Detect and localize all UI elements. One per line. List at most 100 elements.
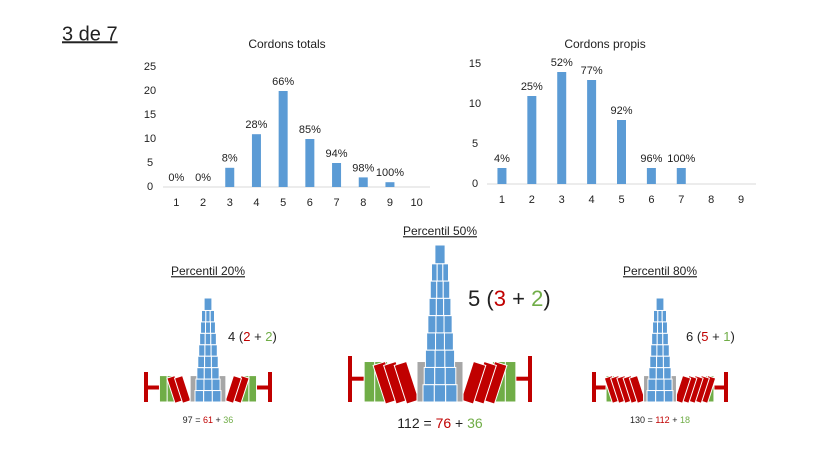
domino	[673, 374, 692, 404]
tower-block	[442, 280, 451, 299]
formula-part: 4	[228, 329, 235, 344]
x-tick-label: 5	[280, 197, 286, 209]
x-tick-label: 1	[499, 194, 505, 206]
y-tick-label: 10	[469, 98, 481, 110]
bar	[557, 72, 567, 184]
bar	[646, 168, 656, 184]
x-tick-label: 10	[411, 197, 423, 209]
bar-annotation: 85%	[299, 124, 321, 136]
formula-part: 6	[686, 329, 693, 344]
tower-block	[203, 390, 213, 403]
tower-block	[646, 390, 657, 403]
bar-annotation: 92%	[610, 105, 632, 117]
tower-block	[445, 384, 458, 403]
tower-block	[201, 309, 207, 323]
panel-title: Percentil 20%	[171, 264, 245, 278]
equation-part: +	[455, 415, 463, 431]
domino	[158, 375, 169, 403]
formula: 4 (2 + 2)	[228, 329, 277, 344]
tower-block	[427, 315, 437, 334]
formula-part: +	[712, 329, 720, 344]
end-bar	[712, 385, 724, 390]
formula-part: )	[543, 286, 550, 311]
panel-title: Percentil 50%	[403, 224, 477, 238]
formula-part: 2	[531, 286, 543, 311]
formula-part: 5	[701, 329, 708, 344]
x-tick-label: 5	[618, 194, 624, 206]
formula-part: 3	[494, 286, 506, 311]
bar-annotation: 8%	[222, 153, 238, 165]
tower	[646, 297, 674, 403]
tower-block	[434, 366, 446, 386]
x-tick-label: 6	[307, 197, 313, 209]
x-tick-label: 4	[589, 194, 595, 206]
tower-block	[194, 390, 205, 403]
end-post	[592, 372, 596, 402]
tower-block	[210, 332, 217, 346]
slide-number: 3 de 7	[62, 23, 118, 45]
equation-part: 61	[203, 415, 213, 425]
bar-annotation: 100%	[667, 153, 695, 165]
bar	[305, 139, 315, 187]
domino	[460, 360, 487, 405]
tower-block	[434, 349, 446, 368]
bar	[225, 167, 235, 187]
x-tick-label: 3	[559, 194, 565, 206]
x-tick-label: 8	[708, 194, 714, 206]
x-tick-label: 3	[227, 197, 233, 209]
tower	[422, 244, 458, 403]
y-tick-label: 15	[469, 58, 481, 70]
tower-block	[650, 344, 658, 357]
x-tick-label: 9	[387, 197, 393, 209]
formula-part: (	[486, 286, 494, 311]
tower-block	[661, 321, 668, 334]
panel-title: Percentil 80%	[623, 264, 697, 278]
y-tick-label: 5	[147, 157, 153, 169]
formula-part: )	[731, 329, 735, 344]
x-tick-label: 8	[360, 197, 366, 209]
y-tick-label: 5	[472, 138, 478, 150]
bar-annotation: 98%	[352, 162, 374, 174]
tower-block	[211, 390, 222, 403]
equation-part: =	[195, 415, 200, 425]
bar-annotation: 0%	[195, 172, 211, 184]
formula-part: +	[254, 329, 262, 344]
tower-block	[210, 355, 219, 369]
formula-part: +	[512, 286, 525, 311]
tower-block	[428, 297, 437, 317]
x-tick-label: 7	[678, 194, 684, 206]
domino	[628, 374, 647, 404]
end-bar	[352, 376, 364, 381]
y-tick-label: 0	[472, 178, 478, 190]
equation-part: 76	[436, 415, 452, 431]
tower-block	[200, 321, 207, 334]
equation: 97 = 61 + 36	[183, 415, 234, 425]
tower-block	[649, 355, 658, 369]
tower-block	[655, 367, 665, 380]
tower-block	[204, 332, 212, 346]
tower-block	[662, 332, 669, 346]
tower-block	[663, 390, 674, 403]
tower-block	[657, 321, 663, 334]
tower-block	[205, 309, 211, 323]
end-post	[724, 372, 728, 402]
x-tick-label: 6	[648, 194, 654, 206]
bar	[617, 120, 626, 184]
tower-block	[436, 263, 444, 282]
x-tick-label: 1	[173, 197, 179, 209]
equation-part: =	[424, 415, 432, 431]
bar	[497, 168, 507, 184]
tower-spire	[203, 297, 213, 311]
bar-annotation: 0%	[168, 172, 184, 184]
tower-block	[656, 344, 664, 357]
x-tick-label: 9	[738, 194, 744, 206]
bar-annotation: 4%	[494, 153, 510, 165]
x-tick-label: 2	[200, 197, 206, 209]
tower-block	[211, 378, 221, 392]
domino	[173, 374, 192, 404]
tower-block	[436, 280, 444, 299]
tower-block	[198, 344, 206, 357]
equation: 112 = 76 + 36	[397, 415, 483, 431]
bar	[332, 163, 342, 187]
tower-block	[652, 321, 659, 334]
